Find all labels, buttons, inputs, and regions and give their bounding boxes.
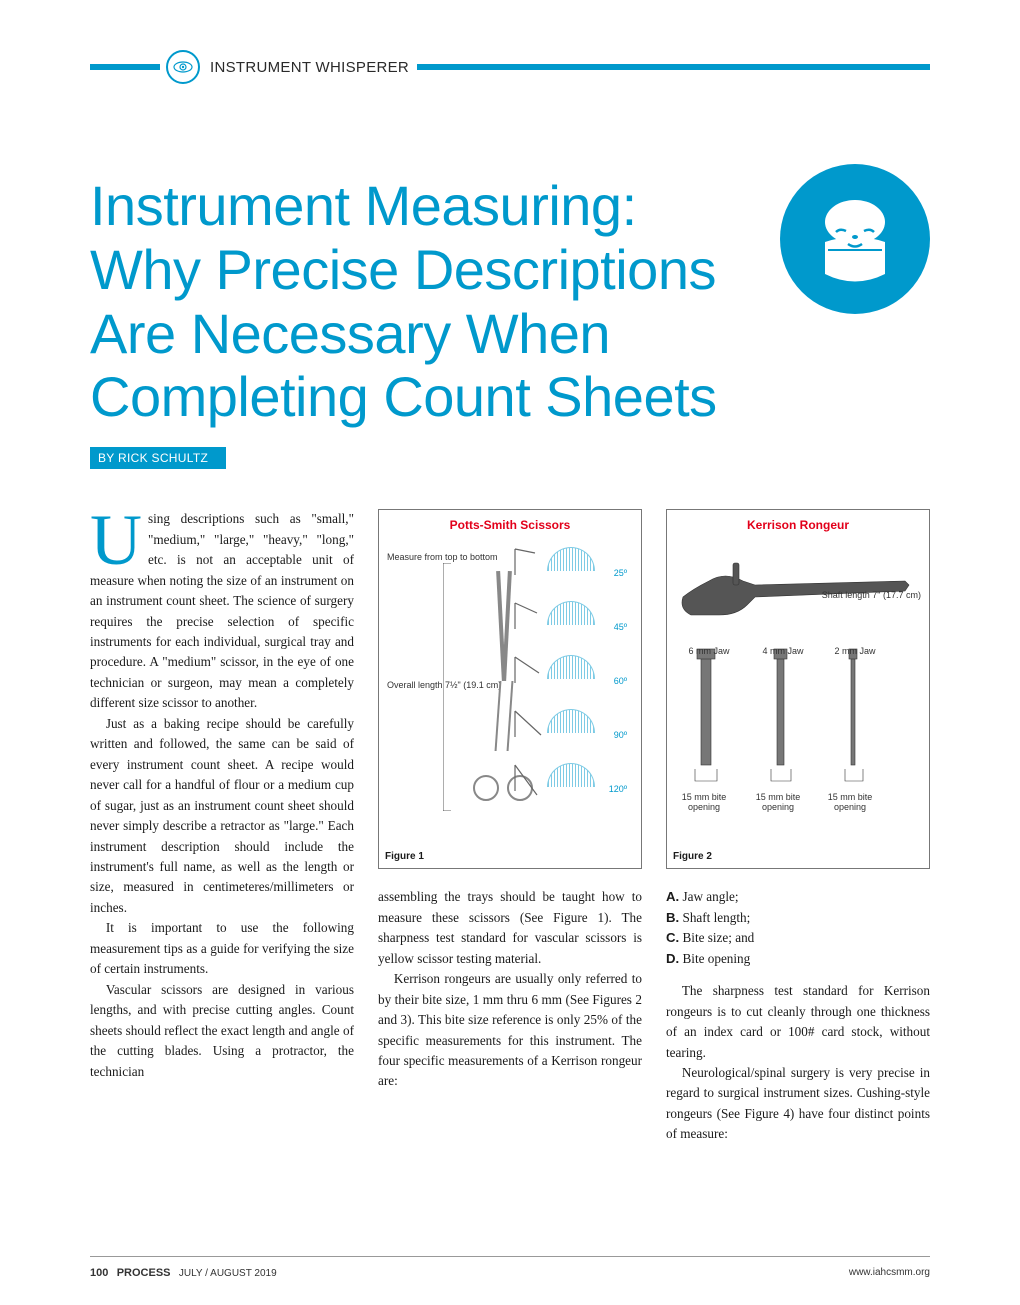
spec-item: C. Bite size; and (666, 928, 930, 948)
col2-para1: assembling the trays should be taught ho… (378, 887, 642, 969)
author-avatar-icon (780, 164, 930, 314)
page-footer: 100 PROCESS JULY / AUGUST 2019 www.iahcs… (90, 1267, 930, 1279)
protractor-icon (547, 709, 595, 733)
page-number: 100 (90, 1267, 108, 1279)
figure-2-shaft-label: Shaft length 7" (17.7 cm) (822, 591, 921, 601)
spec-text: Jaw angle; (682, 889, 738, 904)
body-column-3: Kerrison Rongeur Shaft length 7" (17.7 c… (666, 509, 930, 1145)
figure-2-caption: Figure 2 (667, 845, 929, 869)
byline: BY RICK SCHULTZ (90, 447, 226, 469)
spec-text: Bite opening (682, 951, 750, 966)
figure-1: Potts-Smith Scissors Measure from top to… (378, 509, 642, 869)
section-label: INSTRUMENT WHISPERER (210, 59, 409, 76)
kerrison-spec-list: A. Jaw angle; B. Shaft length; C. Bite s… (666, 887, 930, 969)
protractor-icon (547, 601, 595, 625)
eye-icon (166, 50, 200, 84)
col2-para2: Kerrison rongeurs are usually only refer… (378, 969, 642, 1092)
publication-name: PROCESS (117, 1267, 171, 1279)
body-column-1: U sing descriptions such as "small," "me… (90, 509, 354, 1145)
measure-bracket-icon (443, 563, 453, 811)
blade-angle-samples-icon (485, 545, 545, 805)
body-column-2: Potts-Smith Scissors Measure from top to… (378, 509, 642, 1145)
spec-text: Bite size; and (682, 930, 754, 945)
bite-label-2: 15 mm bite opening (753, 793, 803, 813)
angle-label-60: 60º (614, 677, 627, 687)
spec-item: D. Bite opening (666, 949, 930, 969)
col1-para4: Vascular scissors are designed in variou… (90, 980, 354, 1082)
issue-date: JULY / AUGUST 2019 (179, 1268, 277, 1279)
rongeur-icon (673, 541, 923, 637)
spec-text: Shaft length; (682, 910, 750, 925)
spec-letter: B. (666, 910, 679, 925)
jaw-label-2mm: 2 mm Jaw (833, 647, 877, 657)
angle-label-25: 25º (614, 569, 627, 579)
footer-url: www.iahcsmm.org (849, 1267, 930, 1279)
spec-letter: C. (666, 930, 679, 945)
figure-1-title: Potts-Smith Scissors (379, 510, 641, 535)
protractor-icon (547, 763, 595, 787)
footer-rule (90, 1256, 930, 1257)
jaw-label-4mm: 4 mm Jaw (761, 647, 805, 657)
jaw-label-6mm: 6 mm Jaw (687, 647, 731, 657)
col3-para1: The sharpness test standard for Kerrison… (666, 981, 930, 1063)
spec-item: A. Jaw angle; (666, 887, 930, 907)
bite-label-1: 15 mm bite opening (679, 793, 729, 813)
bite-label-3: 15 mm bite opening (825, 793, 875, 813)
angle-label-120: 120º (609, 785, 627, 795)
col3-para2: Neurological/spinal surgery is very prec… (666, 1063, 930, 1145)
spec-letter: D. (666, 951, 679, 966)
angle-label-90: 90º (614, 731, 627, 741)
spec-letter: A. (666, 889, 679, 904)
figure-1-caption: Figure 1 (379, 845, 641, 869)
protractor-icon (547, 547, 595, 571)
figure-2: Kerrison Rongeur Shaft length 7" (17.7 c… (666, 509, 930, 869)
figure-1-measure-label: Measure from top to bottom (387, 553, 498, 563)
figure-2-title: Kerrison Rongeur (667, 510, 929, 535)
spec-item: B. Shaft length; (666, 908, 930, 928)
protractor-icon (547, 655, 595, 679)
header-accent-bar-left (90, 64, 160, 70)
article-title: Instrument Measuring: Why Precise Descri… (90, 174, 740, 429)
col1-para3: It is important to use the following mea… (90, 918, 354, 979)
dropcap: U (90, 509, 148, 567)
header-accent-bar-right (417, 64, 930, 70)
angle-label-45: 45º (614, 623, 627, 633)
col1-para2: Just as a baking recipe should be carefu… (90, 714, 354, 919)
section-header: INSTRUMENT WHISPERER (90, 50, 930, 84)
